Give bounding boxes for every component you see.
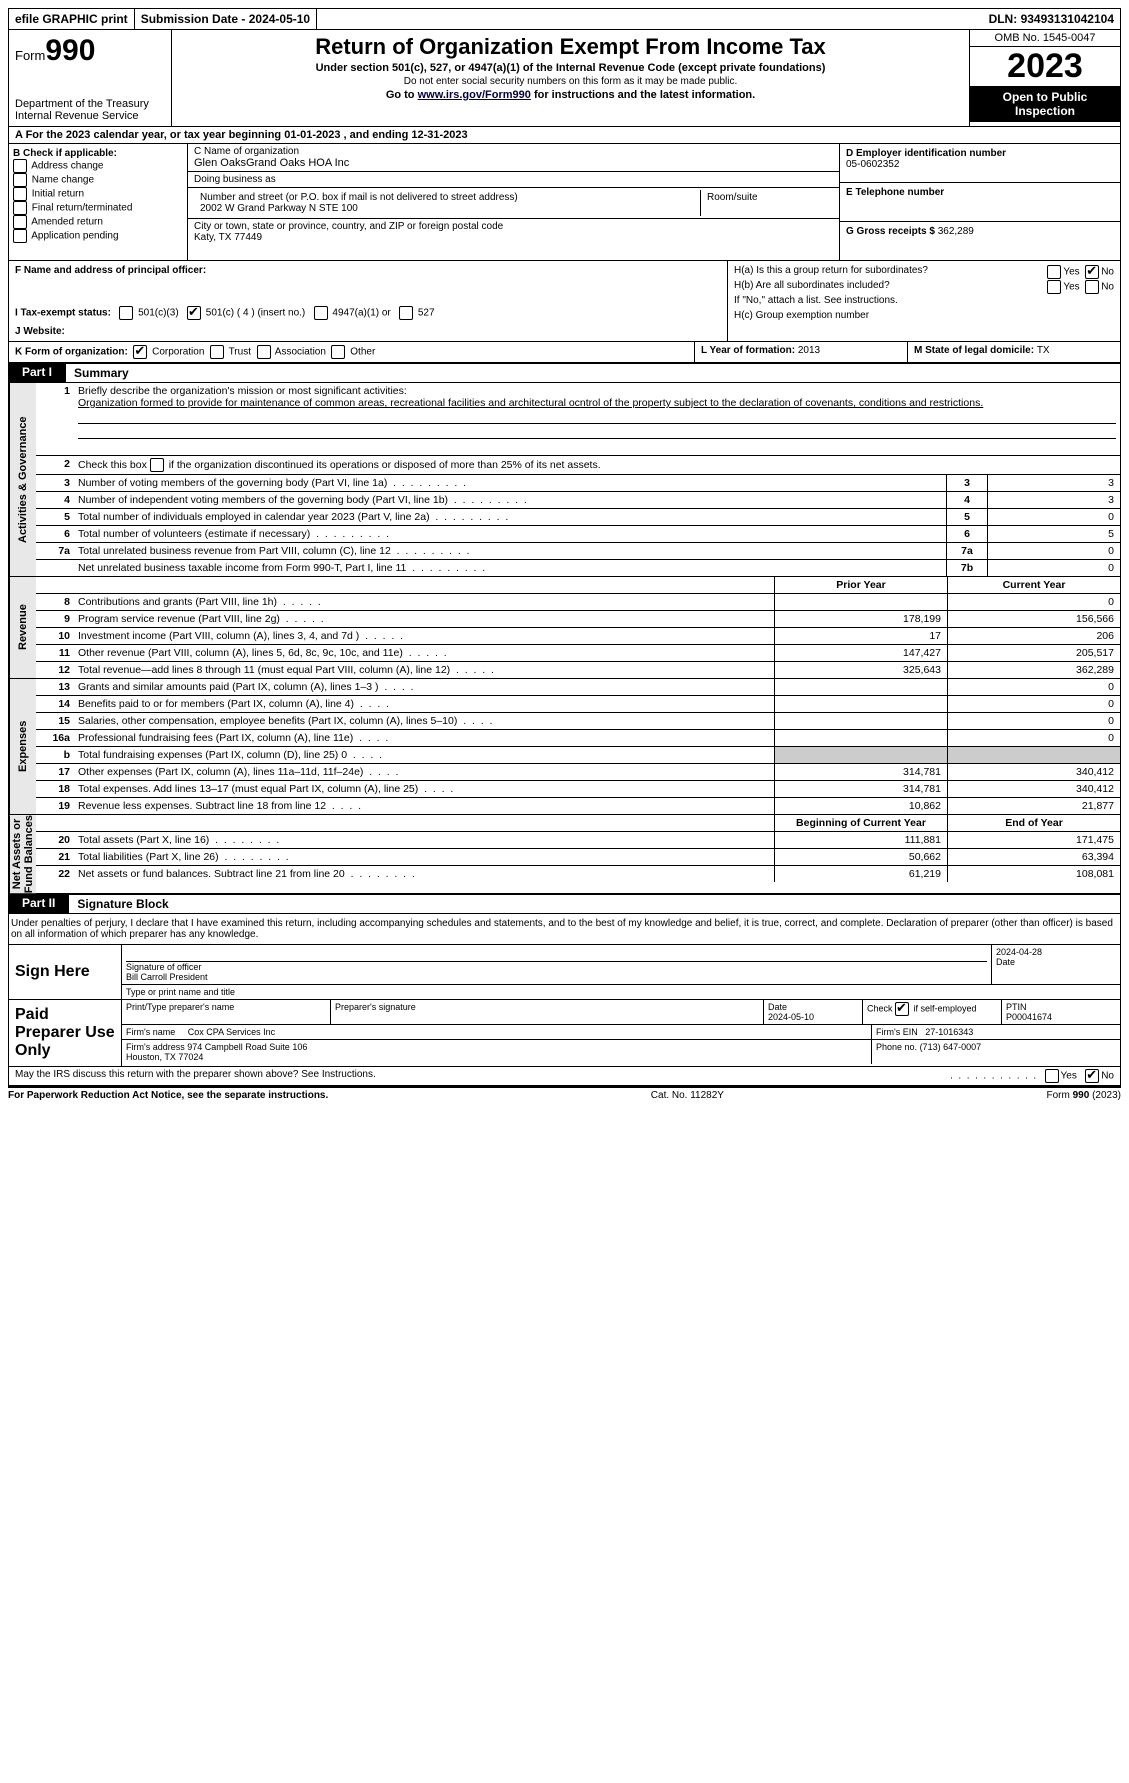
summary-expenses: Expenses 13Grants and similar amounts pa… <box>8 679 1121 815</box>
form-header: Form990 Department of the Treasury Inter… <box>8 30 1121 127</box>
ha-no-checkbox[interactable] <box>1085 265 1099 279</box>
self-employed-checkbox[interactable] <box>895 1002 909 1016</box>
top-bar: efile GRAPHIC print Submission Date - 20… <box>8 8 1121 30</box>
section-klm: K Form of organization: Corporation Trus… <box>8 342 1121 363</box>
ha-yes-checkbox[interactable] <box>1047 265 1061 279</box>
irs-discuss-row: May the IRS discuss this return with the… <box>8 1067 1121 1086</box>
footer: For Paperwork Reduction Act Notice, see … <box>8 1086 1121 1101</box>
k-corp-checkbox[interactable] <box>133 345 147 359</box>
section-bcde: B Check if applicable: Address change Na… <box>8 144 1121 261</box>
hb-no-checkbox[interactable] <box>1085 280 1099 294</box>
part2-header: Part II Signature Block <box>8 894 1121 914</box>
hb-yes-checkbox[interactable] <box>1047 280 1061 294</box>
header-left: Form990 Department of the Treasury Inter… <box>9 30 172 126</box>
527-checkbox[interactable] <box>399 306 413 320</box>
sign-here-block: Sign Here Signature of officer Bill Carr… <box>8 945 1121 1000</box>
summary-governance: Activities & Governance 1 Briefly descri… <box>8 383 1121 577</box>
k-trust-checkbox[interactable] <box>210 345 224 359</box>
efile-label: efile GRAPHIC print <box>9 9 135 29</box>
section-fh: F Name and address of principal officer:… <box>8 261 1121 342</box>
part1-header: Part I Summary <box>8 363 1121 383</box>
col-b-checkboxes: B Check if applicable: Address change Na… <box>9 144 188 260</box>
header-mid: Return of Organization Exempt From Incom… <box>172 30 969 126</box>
501c3-checkbox[interactable] <box>119 306 133 320</box>
4947-checkbox[interactable] <box>314 306 328 320</box>
summary-revenue: Revenue Prior Year Current Year 8Contrib… <box>8 577 1121 679</box>
submission-cell: Submission Date - 2024-05-10 <box>135 9 317 29</box>
k-assoc-checkbox[interactable] <box>257 345 271 359</box>
col-de: D Employer identification number 05-0602… <box>839 144 1120 260</box>
q2-checkbox[interactable] <box>150 458 164 472</box>
declaration-text: Under penalties of perjury, I declare th… <box>8 914 1121 945</box>
irs-link[interactable]: www.irs.gov/Form990 <box>418 89 531 101</box>
paid-preparer-block: Paid Preparer Use Only Print/Type prepar… <box>8 1000 1121 1067</box>
col-c-org: C Name of organization Glen OaksGrand Oa… <box>188 144 839 260</box>
discuss-no-checkbox[interactable] <box>1085 1069 1099 1083</box>
k-other-checkbox[interactable] <box>331 345 345 359</box>
501c-checkbox[interactable] <box>187 306 201 320</box>
discuss-yes-checkbox[interactable] <box>1045 1069 1059 1083</box>
header-right: OMB No. 1545-0047 2023 Open to Public In… <box>969 30 1120 126</box>
summary-net-assets: Net Assets or Fund Balances Beginning of… <box>8 815 1121 894</box>
dln-cell: DLN: 93493131042104 <box>983 9 1120 29</box>
row-a-tax-year: A For the 2023 calendar year, or tax yea… <box>8 127 1121 144</box>
